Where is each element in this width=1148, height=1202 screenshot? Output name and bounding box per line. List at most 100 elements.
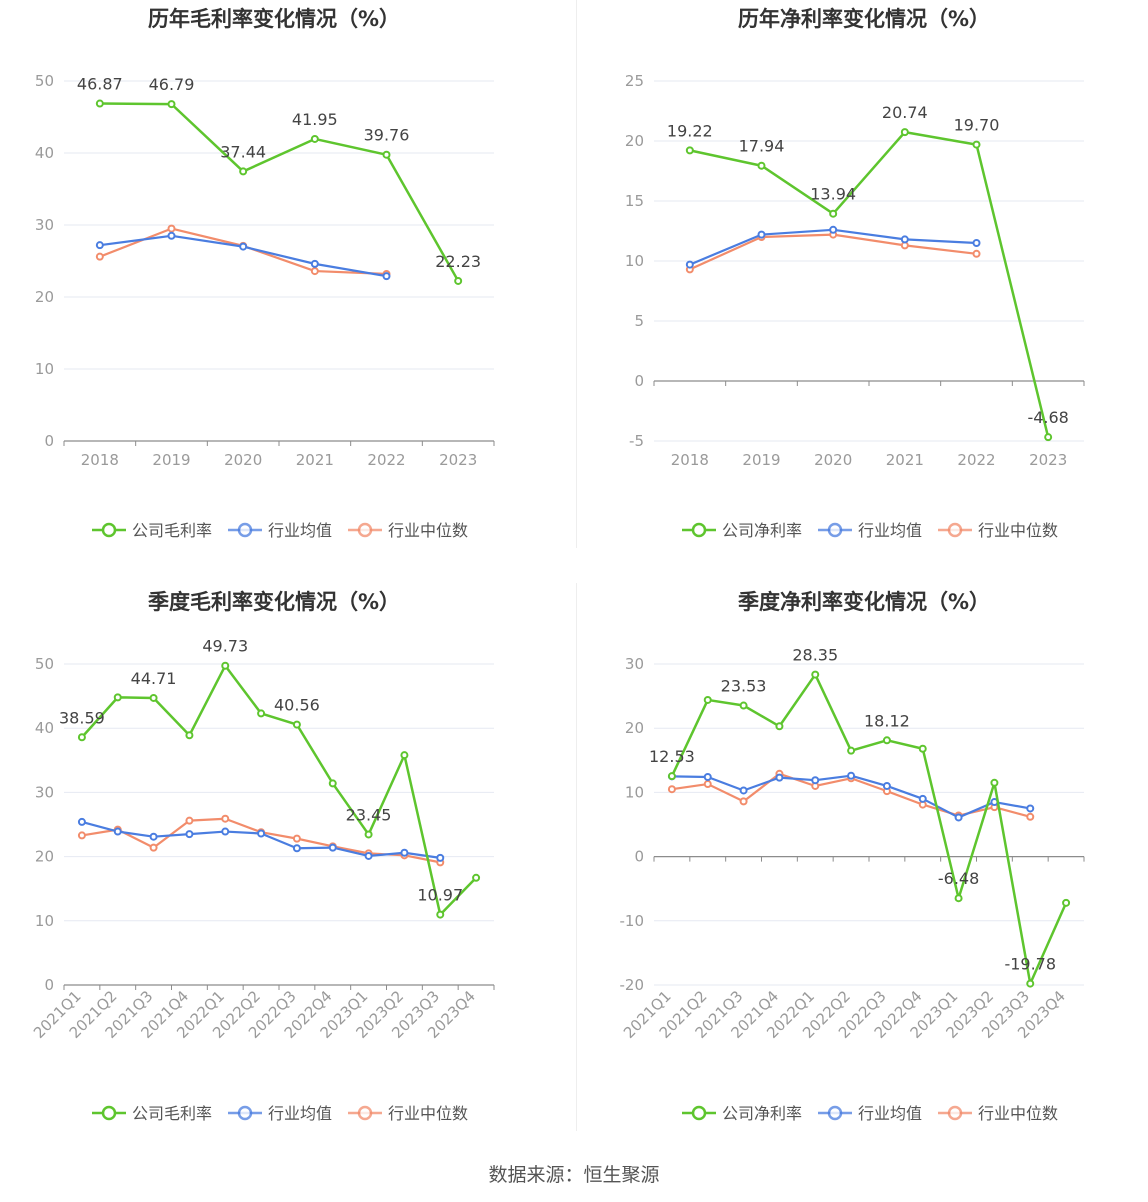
data-label: 23.45 (346, 805, 392, 824)
data-point-company (292, 720, 301, 729)
data-point-company (1044, 433, 1053, 442)
legend-label: 行业中位数 (978, 521, 1058, 540)
y-tick-label: 5 (634, 312, 644, 330)
data-point-company (972, 140, 981, 149)
legend-label: 行业中位数 (978, 1104, 1058, 1123)
data-point-company (900, 128, 909, 137)
data-label: 44.71 (131, 669, 177, 688)
data-point-company (77, 733, 86, 742)
data-point-industry-average (829, 225, 838, 234)
x-tick-label: 2023 (439, 451, 477, 469)
series-line-industry-median (99, 227, 387, 276)
data-point-industry-average (1026, 804, 1035, 813)
y-tick-label: 20 (625, 132, 644, 150)
x-tick-label: 2020 (224, 451, 262, 469)
data-point-industry-average (77, 817, 86, 826)
legend-marker (357, 522, 373, 538)
data-point-company (364, 830, 373, 839)
series-line-company (99, 102, 460, 282)
x-tick-label: 2018 (81, 451, 119, 469)
legend-label: 行业中位数 (388, 521, 468, 540)
data-point-industry-median (972, 249, 981, 258)
data-point-company (239, 167, 248, 176)
data-label: 17.94 (739, 137, 785, 156)
legend-label: 行业均值 (268, 1104, 332, 1123)
y-tick-label: 0 (44, 432, 54, 450)
data-label: 12.53 (649, 747, 695, 766)
data-point-company (1062, 898, 1071, 907)
data-label: 49.73 (202, 637, 248, 656)
data-point-company (775, 722, 784, 731)
y-tick-label: 10 (35, 360, 54, 378)
data-point-industry-average (739, 786, 748, 795)
data-label: 19.70 (954, 116, 1000, 135)
y-tick-label: -10 (620, 912, 645, 930)
data-label: 22.23 (435, 252, 481, 271)
chart-title: 历年毛利率变化情况（%） (148, 7, 400, 31)
chart-quarterly-gross-margin: 季度毛利率变化情况（%） 0 10 20 30 40 50 2021Q1 2021Q2 2021Q… (0, 583, 574, 1166)
data-label: 46.87 (77, 75, 123, 94)
data-label: 46.79 (149, 75, 195, 94)
data-point-company (167, 100, 176, 109)
data-point-company (113, 693, 122, 702)
data-point-company (382, 150, 391, 159)
data-label: 41.95 (292, 110, 338, 129)
data-point-industry-average (811, 776, 820, 785)
x-tick-label: 2019 (742, 451, 780, 469)
data-label: 38.59 (59, 708, 105, 727)
chart-title: 季度净利率变化情况（%） (738, 590, 990, 614)
data-point-industry-median (310, 267, 319, 276)
y-tick-label: 30 (625, 655, 644, 673)
legend-marker (691, 1105, 707, 1121)
y-tick-label: 0 (634, 372, 644, 390)
legend-label: 行业均值 (858, 521, 922, 540)
legend-marker (947, 522, 963, 538)
y-tick-label: 15 (625, 192, 644, 210)
y-tick-label: 20 (35, 288, 54, 306)
data-point-industry-average (382, 272, 391, 281)
data-point-industry-average (847, 771, 856, 780)
data-point-industry-median (149, 843, 158, 852)
series-line-company (80, 664, 477, 916)
chart-title: 历年净利率变化情况（%） (738, 7, 990, 31)
data-point-company (310, 134, 319, 143)
y-tick-label: -5 (629, 432, 644, 450)
data-label: -6.48 (938, 869, 979, 888)
legend-marker (827, 1105, 843, 1121)
data-label: 13.94 (810, 185, 856, 204)
chart-canvas: 历年毛利率变化情况（%） 0 10 20 30 40 50 2018 2019 2020 2021 2… (35, 7, 495, 540)
chart-title: 季度毛利率变化情况（%） (148, 590, 400, 614)
data-label: 20.74 (882, 103, 928, 122)
y-tick-label: 20 (35, 848, 54, 866)
series-line-industry-average (81, 820, 441, 859)
data-point-company (400, 751, 409, 760)
data-point-industry-median (703, 780, 712, 789)
data-point-company (328, 779, 337, 788)
y-tick-label: 50 (35, 72, 54, 90)
data-point-company (757, 161, 766, 170)
data-label: 10.97 (417, 886, 463, 905)
x-tick-label: 2023 (1029, 451, 1067, 469)
data-point-industry-median (221, 814, 230, 823)
legend-label: 行业中位数 (388, 1104, 468, 1123)
data-point-industry-average (775, 773, 784, 782)
legend-label: 公司净利率 (722, 1104, 802, 1123)
legend-marker (827, 522, 843, 538)
y-tick-label: 50 (35, 655, 54, 673)
data-point-company (1026, 979, 1035, 988)
data-point-industry-median (292, 834, 301, 843)
data-point-industry-average (436, 853, 445, 862)
chart-annual-net-margin: 历年净利率变化情况（%） -5 0 5 10 15 20 25 2018 2019 2020 2021… (590, 0, 1148, 583)
data-point-company (882, 736, 891, 745)
data-point-company (918, 744, 927, 753)
panel-divider (576, 0, 577, 548)
data-point-company (149, 693, 158, 702)
data-point-industry-average (972, 239, 981, 247)
data-point-industry-median (667, 785, 676, 794)
data-point-company (829, 209, 838, 218)
legend-marker (237, 1105, 253, 1121)
legend-marker (101, 522, 117, 538)
series-line-company (670, 673, 1068, 985)
data-point-industry-average (900, 235, 909, 244)
data-point-industry-average (167, 231, 176, 240)
